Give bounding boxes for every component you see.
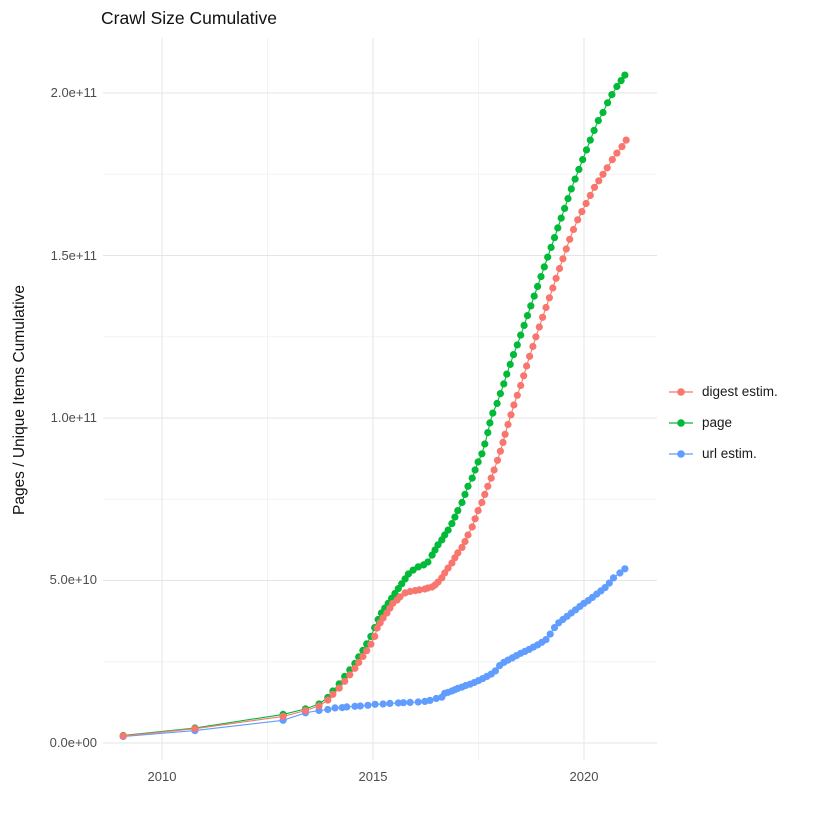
y-tick-label-1e11: 1.0e+11: [50, 410, 97, 425]
gridlines-major: [103, 38, 657, 760]
legend-item-url-estim: url estim.: [668, 438, 778, 469]
legend-label-url-estim: url estim.: [702, 446, 757, 461]
x-tick-label-2020: 2020: [569, 769, 599, 784]
series-url-estim-: [119, 565, 629, 741]
legend-key-url-line-dot-icon: [669, 449, 693, 458]
legend: digest estim. page url estim.: [668, 376, 778, 469]
legend-item-page: page: [668, 407, 778, 438]
y-tick-label-1.5e11: 1.5e+11: [50, 248, 97, 263]
legend-label-digest-estim: digest estim.: [702, 384, 778, 399]
series-digest-estim-: [119, 136, 630, 740]
legend-item-digest-estim: digest estim.: [668, 376, 778, 407]
y-tick-label-5e10: 5.0e+10: [49, 572, 97, 587]
legend-key-page-line-dot-icon: [669, 418, 693, 427]
legend-key-digest-line-dot-icon: [669, 387, 693, 396]
gridlines-minor: [103, 38, 657, 760]
data-series: [119, 71, 630, 741]
y-tick-label-0e00: 0.0e+00: [49, 735, 97, 750]
x-tick-label-2010: 2010: [147, 769, 177, 784]
chart-title: Crawl Size Cumulative: [101, 8, 278, 28]
y-axis-title: Pages / Unique Items Cumulative: [11, 284, 28, 516]
x-tick-label-2015: 2015: [358, 769, 388, 784]
legend-label-page: page: [702, 415, 733, 430]
y-tick-label-2e11: 2.0e+11: [50, 85, 97, 100]
